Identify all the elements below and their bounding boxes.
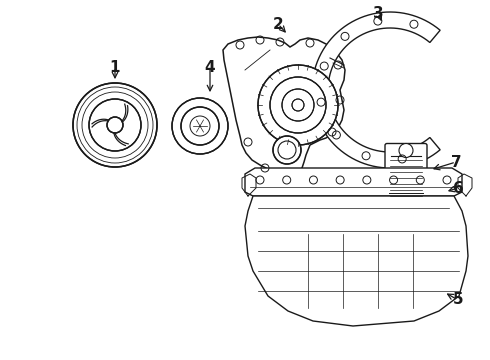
Text: 2: 2 [272,17,283,32]
Circle shape [181,107,219,145]
Polygon shape [223,37,345,174]
FancyBboxPatch shape [385,144,427,202]
Polygon shape [312,12,440,168]
Circle shape [73,83,157,167]
Text: 4: 4 [205,59,215,75]
Polygon shape [245,168,462,196]
Circle shape [270,77,326,133]
Circle shape [282,89,314,121]
Circle shape [258,65,338,145]
Circle shape [172,98,228,154]
Polygon shape [245,196,468,326]
Circle shape [89,99,141,151]
Text: 3: 3 [373,5,383,21]
Circle shape [399,144,413,158]
Text: 1: 1 [110,59,120,75]
Circle shape [107,117,123,133]
Circle shape [292,99,304,111]
Text: 5: 5 [453,292,464,307]
Circle shape [273,136,301,164]
Text: 6: 6 [453,180,464,195]
Text: 7: 7 [451,154,461,170]
